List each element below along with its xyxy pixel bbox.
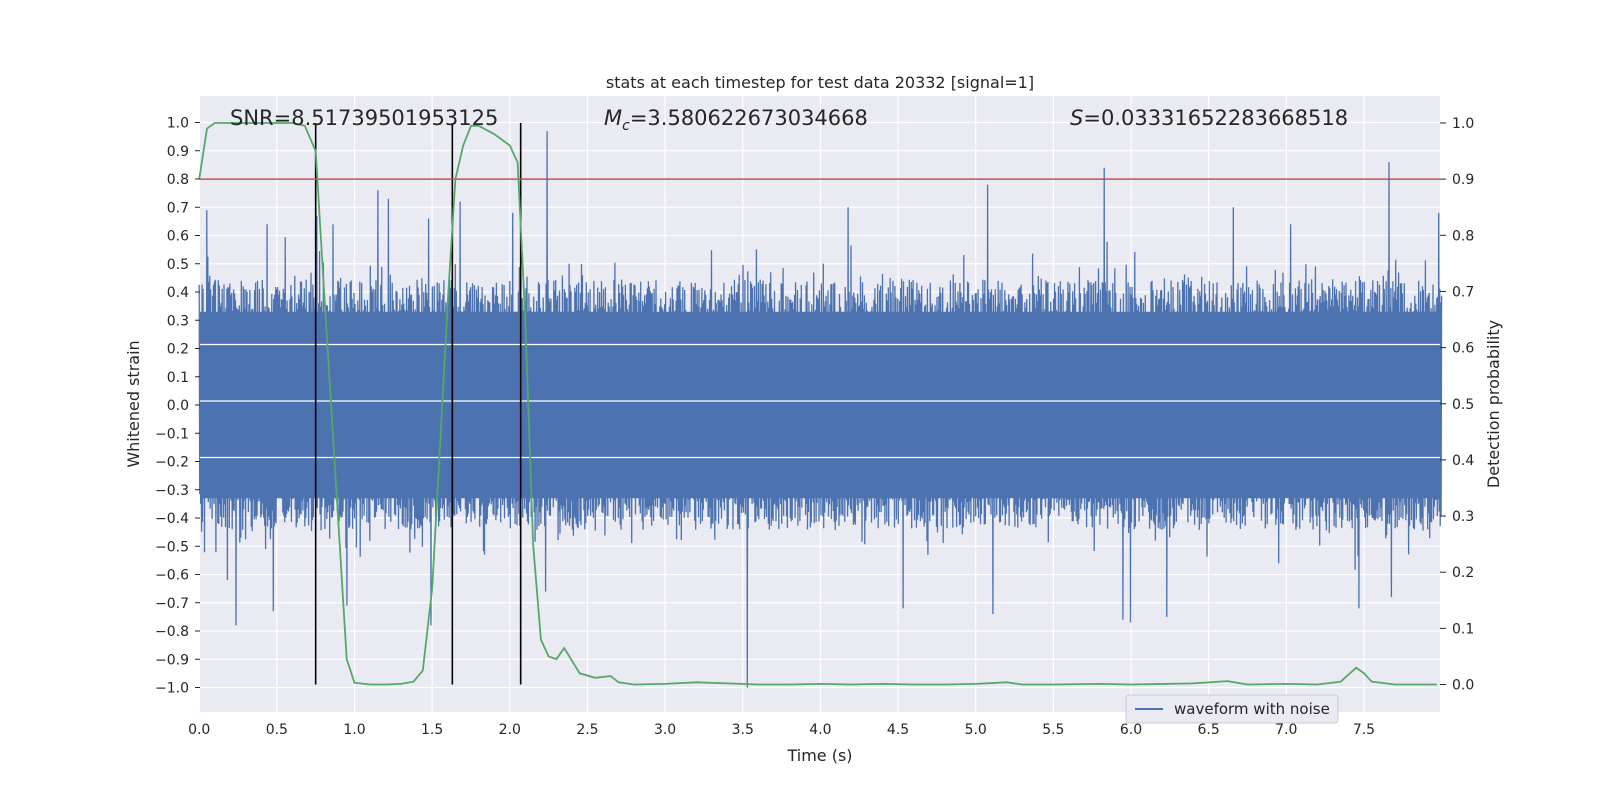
y-tick-label-left: 1.0 [167,116,189,132]
y-tick-label-left: −1.0 [155,681,189,697]
legend-label: waveform with noise [1174,700,1330,718]
y-tick-label-right: 0.2 [1452,565,1474,581]
y-tick-label-left: −0.2 [155,455,189,471]
s-symbol: S [1070,106,1083,130]
y-tick-label-right: 0.7 [1452,284,1474,300]
y-tick-label-left: 0.9 [167,144,189,160]
legend-box [1125,694,1339,724]
legend: waveform with noise [1125,694,1339,724]
y-tick-label-left: −0.3 [155,483,189,499]
chirp-mass-annotation: Mc=3.580622673034668 [604,106,868,134]
x-tick-label: 7.0 [1275,722,1297,738]
x-tick-label: 2.5 [576,722,598,738]
left-axis-ticks: 1.0 0.9 0.8 0.7 0.6 0.5 0.4 0.3 0.2 0.1 0.0 −0.1 −0.… [155,116,200,697]
x-tick-label: 6.0 [1120,722,1142,738]
s-annotation: S=0.03331652283668518 [1070,106,1348,130]
y-tick-label-right: 0.0 [1452,678,1474,694]
x-tick-label: 5.0 [965,722,987,738]
right-axis-ticks: 1.0 0.9 0.8 0.7 0.6 0.5 0.4 0.3 0.2 0.1 0.0 [1440,116,1474,694]
y-tick-label-left: −0.4 [155,511,189,527]
y-axis-label-left: Whitened strain [124,340,143,467]
x-axis-ticks: 0.0 0.5 1.0 1.5 2.0 2.5 3.0 3.5 4.0 4.5 5.0 5.5 6.0 6… [188,722,1375,738]
y-tick-label-left: 0.5 [167,257,189,273]
y-tick-label-right: 0.3 [1452,509,1474,525]
y-tick-label-right: 1.0 [1452,116,1474,132]
x-tick-label: 4.5 [887,722,909,738]
probability-series [198,122,1437,686]
y-tick-label-right: 0.9 [1452,172,1474,188]
y-axis-label-right: Detection probability [1484,320,1503,488]
y-tick-label-left: −0.5 [155,539,189,555]
chart-title: stats at each timestep for test data 203… [606,73,1034,92]
y-tick-label-left: 0.6 [167,229,189,245]
chirp-mass-value: =3.580622673034668 [630,106,868,130]
y-tick-label-left: 0.7 [167,200,189,216]
waveform-line [198,130,1443,688]
x-tick-label: 2.0 [499,722,521,738]
y-tick-label-right: 0.1 [1452,621,1474,637]
y-tick-label-left: 0.1 [167,370,189,386]
snr-annotation: SNR=8.51739501953125 [230,106,498,130]
y-tick-label-left: −0.6 [155,568,189,584]
x-axis-label: Time (s) [786,746,852,765]
x-tick-label: 7.5 [1353,722,1375,738]
x-tick-label: 0.0 [188,722,210,738]
s-value: =0.03331652283668518 [1083,106,1348,130]
y-tick-label-left: −0.8 [155,624,189,640]
x-tick-label: 4.0 [809,722,831,738]
x-tick-label: 1.0 [343,722,365,738]
y-tick-label-left: −0.7 [155,596,189,612]
probability-line [198,122,1437,686]
y-tick-label-left: −0.1 [155,426,189,442]
y-tick-label-left: 0.0 [167,398,189,414]
chirp-mass-symbol: M [604,106,622,130]
y-tick-label-left: 0.4 [167,285,189,301]
x-tick-label: 1.5 [421,722,443,738]
x-tick-label: 3.5 [732,722,754,738]
y-tick-label-left: −0.9 [155,652,189,668]
y-tick-label-left: 0.2 [167,342,189,358]
y-tick-label-left: 0.3 [167,313,189,329]
x-tick-label: 0.5 [266,722,288,738]
x-tick-label: 6.5 [1198,722,1220,738]
y-tick-label-right: 0.6 [1452,341,1474,357]
y-tick-label-right: 0.5 [1452,397,1474,413]
y-tick-label-right: 0.8 [1452,228,1474,244]
y-tick-label-right: 0.4 [1452,453,1474,469]
chirp-mass-subscript: c [622,118,630,134]
waveform-series [198,130,1443,688]
x-tick-label: 3.0 [654,722,676,738]
x-tick-label: 5.5 [1042,722,1064,738]
y-tick-label-left: 0.8 [167,172,189,188]
